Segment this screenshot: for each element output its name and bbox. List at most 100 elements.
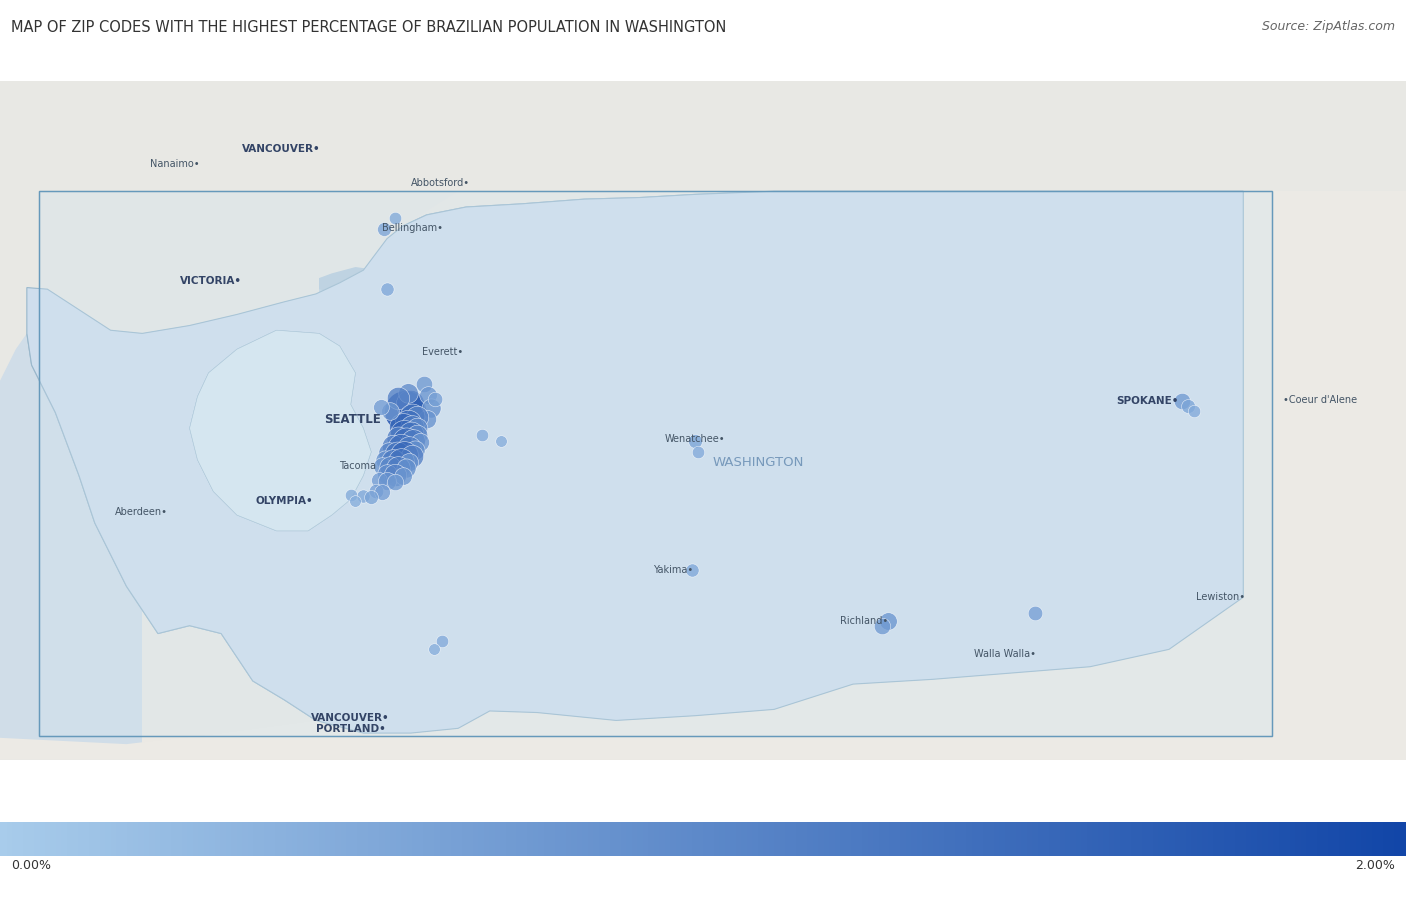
Point [382, 439, 405, 453]
Point [382, 453, 405, 467]
Point [870, 619, 893, 633]
Point [394, 426, 416, 441]
Point [389, 454, 412, 468]
Point [344, 494, 367, 508]
Point [392, 420, 415, 434]
Point [425, 392, 447, 406]
Point [380, 404, 402, 418]
Text: Lewiston•: Lewiston• [1195, 592, 1244, 602]
Point [395, 461, 418, 476]
Text: Wenatchee•: Wenatchee• [665, 434, 725, 444]
Point [339, 487, 361, 502]
Point [392, 468, 415, 483]
Polygon shape [0, 81, 1406, 381]
Polygon shape [190, 330, 371, 531]
Polygon shape [319, 271, 398, 342]
Point [373, 222, 395, 236]
Point [387, 432, 409, 446]
Point [1182, 404, 1205, 418]
Point [423, 642, 446, 656]
Text: VICTORIA•: VICTORIA• [180, 276, 242, 286]
Point [406, 428, 429, 442]
Point [876, 614, 898, 628]
Point [375, 282, 398, 297]
Text: Abbotsford•: Abbotsford• [411, 178, 470, 188]
Point [384, 475, 406, 489]
Point [396, 387, 419, 401]
Polygon shape [190, 330, 371, 531]
Point [375, 467, 398, 481]
Polygon shape [190, 330, 371, 531]
Point [371, 458, 394, 473]
Point [415, 412, 437, 426]
Point [401, 420, 423, 434]
Point [489, 433, 512, 448]
Text: •Coeur d'Alene: •Coeur d'Alene [1282, 395, 1357, 405]
Text: Yakima•: Yakima• [654, 565, 693, 575]
Point [1177, 399, 1199, 414]
Text: MAP OF ZIP CODES WITH THE HIGHEST PERCENTAGE OF BRAZILIAN POPULATION IN WASHINGT: MAP OF ZIP CODES WITH THE HIGHEST PERCEN… [11, 20, 727, 35]
Point [413, 377, 436, 391]
Point [688, 445, 710, 459]
Point [370, 400, 392, 414]
Point [1024, 606, 1046, 620]
Point [384, 467, 406, 482]
Point [377, 446, 399, 460]
Point [432, 635, 454, 649]
Point [401, 408, 423, 423]
Point [352, 489, 374, 503]
Text: SPOKANE•: SPOKANE• [1116, 396, 1178, 406]
Bar [39, 191, 1271, 736]
Point [387, 391, 409, 405]
Bar [0, 81, 142, 760]
Point [385, 447, 408, 461]
Bar [39, 191, 1271, 736]
Text: Bellingham•: Bellingham• [382, 223, 443, 233]
Point [389, 440, 412, 454]
Point [399, 396, 422, 411]
Point [375, 474, 398, 488]
Text: WASHINGTON: WASHINGTON [713, 457, 804, 469]
Point [398, 455, 420, 469]
Point [394, 448, 416, 462]
Polygon shape [190, 330, 371, 531]
Point [406, 410, 429, 424]
Point [409, 434, 432, 449]
Point [420, 401, 443, 415]
Text: Nanaimo•: Nanaimo• [150, 159, 200, 169]
Point [394, 404, 416, 418]
Polygon shape [0, 597, 1243, 760]
Point [380, 459, 402, 474]
Point [398, 441, 420, 455]
Point [416, 387, 439, 402]
Point [368, 473, 391, 487]
Point [401, 449, 423, 463]
Polygon shape [27, 191, 1243, 733]
Text: VANCOUVER•: VANCOUVER• [242, 144, 321, 154]
Polygon shape [1243, 191, 1406, 760]
Point [387, 460, 409, 475]
Text: 2.00%: 2.00% [1355, 859, 1395, 872]
Point [360, 490, 382, 504]
Point [384, 211, 406, 226]
Point [364, 485, 387, 499]
Point [471, 427, 494, 441]
Text: 0.00%: 0.00% [11, 859, 51, 872]
Point [396, 416, 419, 431]
Point [1170, 394, 1192, 408]
Text: VANCOUVER•
PORTLAND•: VANCOUVER• PORTLAND• [311, 713, 389, 734]
Point [683, 433, 706, 448]
Point [399, 426, 422, 441]
Polygon shape [27, 191, 1243, 733]
Text: Tacoma: Tacoma [339, 461, 375, 471]
Text: SEATTLE: SEATTLE [323, 413, 381, 426]
Text: Richland•: Richland• [839, 616, 887, 626]
Text: Everett•: Everett• [422, 347, 463, 357]
Polygon shape [319, 267, 404, 294]
Text: Walla Walla•: Walla Walla• [974, 649, 1036, 659]
Point [405, 442, 427, 457]
Point [681, 563, 703, 577]
Point [371, 485, 394, 499]
Point [395, 433, 418, 448]
Point [406, 421, 429, 435]
